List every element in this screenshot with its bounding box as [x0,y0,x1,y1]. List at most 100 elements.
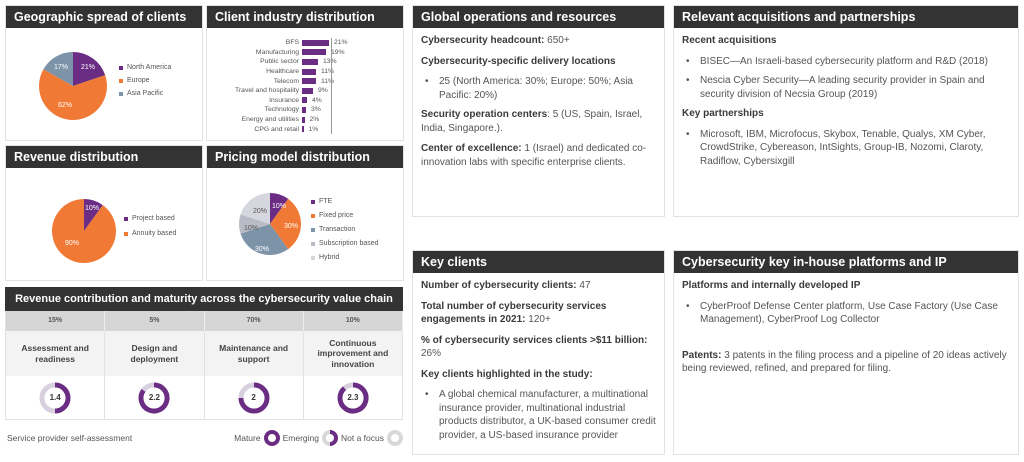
list-item: • BISEC—An Israeli-based cybersecurity pl… [686,55,988,67]
vc-pct: 5% [105,311,205,331]
legend-annuity-based: Annuity based [132,230,177,237]
harvey-ball-icon: 2.2 [138,381,170,414]
vc-pct: 70% [204,311,304,331]
revenue-chart: 10% 90% Project based Annuity based [6,168,202,285]
partners-label: Key partnerships [682,108,764,119]
legend-fte: FTE [319,198,333,205]
legend-project-based: Project based [132,215,175,222]
list-item: • CyberProof Defense Center platform, Use… [686,300,998,326]
value-chain-panel: Revenue contribution and maturity across… [5,287,403,446]
legend-emerging: Emerging [282,433,319,443]
legend-europe: Europe [127,77,150,84]
acquisitions-body: Recent acquisitions • BISEC—An Israeli-ba… [674,28,1018,180]
revenue-panel: Revenue distribution 10% 90% Project bas… [5,145,203,281]
legend-fixed-price: Fixed price [319,212,354,219]
pricing-label-hybrid: 20% [253,208,268,215]
list-item: • Microsoft, IBM, Microfocus, Skybox, Ten… [686,128,986,167]
legend-hybrid: Hybrid [319,254,340,261]
vc-pct: 15% [6,311,106,331]
coe-value: 1 (Israel) and dedicated co-innovation l… [421,143,647,168]
self-assessment-label: Service provider self-assessment [7,433,133,443]
recent-acquisitions-label: Recent acquisitions [682,35,777,46]
key-clients-title: Key clients [413,251,664,273]
pricing-label-fte: 10% [272,203,287,210]
value-chain-table: 15% 5% 70% 10% Assessment and readiness … [5,311,403,420]
harvey-ball-icon: 2.3 [337,381,369,414]
coe-label: Center of excellence: [421,143,522,154]
vc-score-cell: 2 [204,376,304,420]
industry-chart: BFS 21% Manufacturing 19% Public sector 13%… [207,28,403,134]
legend-not-a-focus: Not a focus [341,433,384,443]
key-clients-body: Number of cybersecurity clients: 47 Tota… [421,280,656,441]
vc-name: Maintenance and support [204,331,304,376]
bar-row: Manufacturing 19% [255,48,345,56]
industry-title: Client industry distribution [207,6,403,28]
mature-icon [263,430,280,446]
bar-row: BFS 21% [285,39,348,47]
platforms-title: Cybersecurity key in-house platforms and… [674,251,1018,273]
value-chain-footer: Service provider self-assessment Mature … [5,430,403,446]
geo-label-ap: 17% [54,64,69,71]
not-a-focus-icon [387,430,403,446]
revenue-legend: Project based Annuity based [124,215,176,243]
list-item: • Nescia Cyber Security—A leading securit… [686,75,985,100]
geo-legend: North America Europe Asia Pacific [119,64,171,103]
vc-name: Design and deployment [105,331,205,376]
pricing-title: Pricing model distribution [207,146,403,168]
key-clients-panel: Key clients Number of cybersecurity clie… [412,250,665,455]
pricing-panel: Pricing model distribution 10% 30% 30% 1… [206,145,404,281]
soc-label: Security operation centers [421,109,548,120]
list-item: • A global chemical manufacturer, a multi… [425,389,656,441]
geo-pie [39,52,108,121]
headcount-label: Cybersecurity headcount: [421,35,545,46]
legend-asia-pacific: Asia Pacific [127,90,164,97]
revenue-pie [52,199,117,263]
revenue-label-annuity: 90% [65,240,80,247]
legend-subscription: Subscription based [319,240,379,247]
geo-label-na: 21% [81,64,96,71]
vc-score-cell: 2.3 [303,376,403,420]
geo-panel: Geographic spread of clients 21% 62% 17%… [5,5,203,141]
emerging-icon [322,430,338,446]
legend-transaction: Transaction [319,226,356,233]
vc-score-cell: 2.2 [105,376,205,420]
pricing-pie [238,192,302,256]
geo-chart: 21% 62% 17% North America Europe Asia Pa… [6,28,202,145]
acquisitions-title: Relevant acquisitions and partnerships [674,6,1018,28]
soc-value: : 5 (US, Spain, Israel, India, Singapore… [421,109,643,134]
legend-north-america: North America [127,64,172,71]
vc-name: Assessment and readiness [6,331,106,376]
global-ops-title: Global operations and resources [413,6,664,28]
platforms-panel: Cybersecurity key in-house platforms and… [673,250,1019,455]
pricing-label-subscription: 10% [244,225,259,232]
value-chain-title: Revenue contribution and maturity across… [5,287,403,311]
pricing-legend: FTE Fixed price Transaction Subscription… [311,198,379,267]
geo-label-eu: 62% [58,102,73,109]
pricing-label-fixed: 30% [284,223,299,230]
vc-name: Continuous improvement and innovation [303,331,403,376]
platforms-body: Platforms and internally developed IP • C… [674,273,1018,389]
locations-label: Cybersecurity-specific delivery location… [421,55,616,67]
pricing-label-transaction: 30% [255,246,270,253]
maturity-legend: Mature Emerging Not a focus [234,430,403,446]
harvey-ball-icon: 2 [238,382,270,414]
bar-row: Healthcare 11% [266,68,335,76]
bar-row: Travel and hospitality 9% [235,87,328,95]
headcount-value: 650+ [544,35,570,46]
revenue-label-project: 10% [85,205,100,212]
bar-row: Energy and utilities 2% [241,116,320,124]
industry-panel: Client industry distribution BFS 21% Manu… [206,5,404,141]
bar-row: Technology 3% [264,106,321,114]
vc-pct: 10% [303,311,403,331]
list-item: • 25 (North America: 30%; Europe: 50%; As… [425,76,633,101]
global-ops-panel: Global operations and resources Cybersec… [412,5,665,217]
bar-row: Telecom 11% [273,77,335,85]
geo-title: Geographic spread of clients [6,6,202,28]
harvey-ball-icon: 1.4 [39,382,71,414]
bar-row: Insurance 4% [269,96,322,104]
global-ops-body: Cybersecurity headcount: 650+ Cybersecur… [413,28,664,182]
vc-score-cell: 1.4 [6,376,106,420]
revenue-title: Revenue distribution [6,146,202,168]
acquisitions-panel: Relevant acquisitions and partnerships R… [673,5,1019,217]
bar-row: Public sector 13% [260,58,337,66]
